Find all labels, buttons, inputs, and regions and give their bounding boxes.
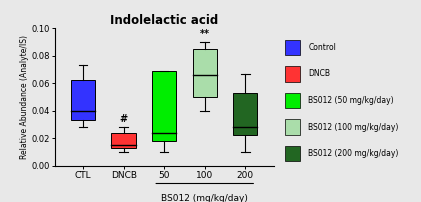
Text: Control: Control: [309, 43, 336, 52]
Text: BS012 (50 mg/kg/day): BS012 (50 mg/kg/day): [309, 96, 394, 105]
Y-axis label: Relative Abundance (Analyte/IS): Relative Abundance (Analyte/IS): [20, 35, 29, 159]
Text: BS012 (100 mg/kg/day): BS012 (100 mg/kg/day): [309, 122, 399, 132]
Bar: [285, 93, 300, 108]
Bar: [285, 119, 300, 135]
Bar: [285, 40, 300, 55]
Bar: [71, 80, 95, 120]
Title: Indolelactic acid: Indolelactic acid: [110, 14, 218, 27]
Text: DNCB: DNCB: [309, 69, 330, 79]
Bar: [285, 146, 300, 161]
Bar: [285, 66, 300, 82]
Bar: [233, 93, 257, 135]
Text: BS012 (200 mg/kg/day): BS012 (200 mg/kg/day): [309, 149, 399, 158]
Bar: [112, 133, 136, 148]
Text: **: **: [200, 29, 210, 39]
Text: #: #: [120, 114, 128, 124]
Text: BS012 (mg/kg/day): BS012 (mg/kg/day): [161, 195, 248, 202]
Bar: [152, 71, 176, 141]
Bar: [192, 49, 217, 97]
